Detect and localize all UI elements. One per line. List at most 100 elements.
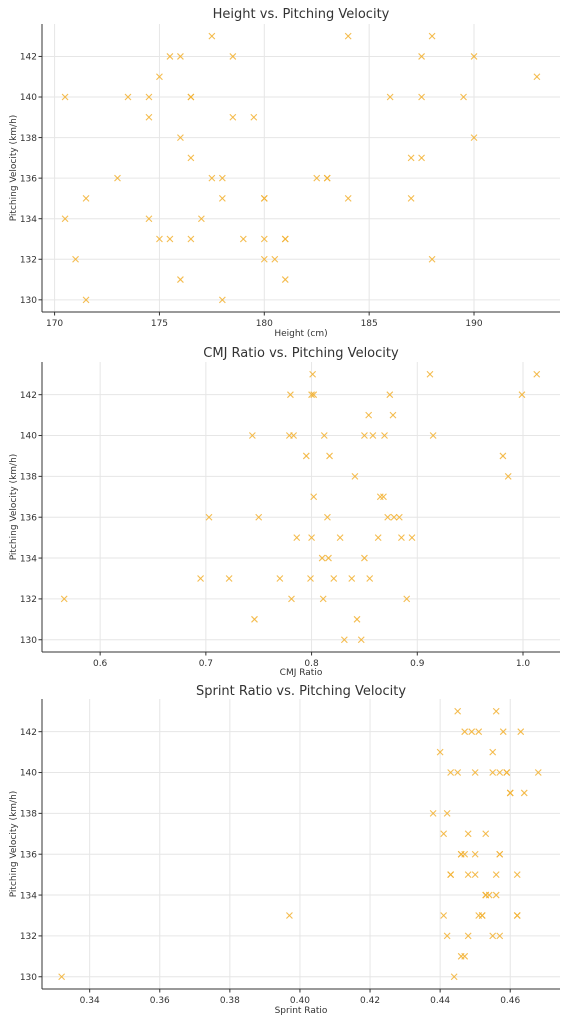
height-data-point-28 xyxy=(229,113,237,121)
height-data-point-38 xyxy=(281,276,289,283)
sprint-data-point-7 xyxy=(443,809,451,817)
cmj-data-point-40 xyxy=(380,493,387,501)
height-data-point-32 xyxy=(260,195,268,202)
height-data-point-12 xyxy=(166,53,174,60)
height-data-point-1 xyxy=(61,215,69,223)
height-data-point-29 xyxy=(239,235,247,243)
cmj-data-point-37 xyxy=(369,432,377,439)
sprint-y-axis-label: Pitching Velocity (km/h) xyxy=(9,791,19,898)
cmj-y-axis-label: Pitching Velocity (km/h) xyxy=(9,454,19,561)
cmj-y-tick-label-1: 132 xyxy=(20,595,37,605)
sprint-data-point-39 xyxy=(492,871,500,879)
cmj-y-tick-label-4: 138 xyxy=(20,473,37,483)
sprint-data-point-1 xyxy=(286,912,293,919)
cmj-data-point-28 xyxy=(340,636,348,644)
height-data-point-2 xyxy=(72,255,79,263)
sprint-data-point-49 xyxy=(506,789,514,797)
height-data-point-10 xyxy=(156,73,163,81)
height-x-axis-label: Height (cm) xyxy=(274,329,327,339)
cmj-data-point-7 xyxy=(276,575,284,582)
sprint-data-point-43 xyxy=(496,769,504,776)
cmj-data-point-14 xyxy=(307,575,314,582)
height-data-point-51 xyxy=(428,255,436,263)
height-data-point-42 xyxy=(344,32,352,40)
height-data-point-33 xyxy=(260,235,268,243)
height-y-tick-label-4: 138 xyxy=(20,134,37,144)
panel-cmj: 0.6 0.7 0.8 0.9 1.0 130 132 134 136 138 140 142 CMJ … xyxy=(9,346,560,678)
sprint-x-tick-label-0: 0.34 xyxy=(80,996,100,1006)
sprint-data-point-21 xyxy=(464,830,472,838)
height-data-point-4 xyxy=(82,296,90,304)
sprint-y-tick-label-2: 134 xyxy=(20,891,37,901)
sprint-data-point-19 xyxy=(461,850,469,858)
cmj-data-point-16 xyxy=(308,391,315,399)
sprint-data-point-47 xyxy=(503,769,511,776)
sprint-x-tick-label-5: 0.44 xyxy=(430,996,450,1006)
sprint-x-tick-label-6: 0.46 xyxy=(500,996,520,1006)
cmj-data-point-1 xyxy=(197,575,204,582)
cmj-data-point-52 xyxy=(518,391,526,399)
sprint-data-point-35 xyxy=(489,769,497,776)
cmj-data-point-35 xyxy=(365,411,373,419)
cmj-data-point-11 xyxy=(290,432,297,439)
height-data-point-19 xyxy=(187,154,195,162)
height-x-tick-label-3: 185 xyxy=(361,319,378,329)
height-data-point-5 xyxy=(114,174,121,182)
height-data-point-16 xyxy=(177,276,184,283)
cmj-x-tick-label-0: 0.6 xyxy=(93,659,108,669)
cmj-data-point-36 xyxy=(366,575,374,582)
height-data-point-21 xyxy=(197,215,205,223)
height-data-point-54 xyxy=(470,134,478,141)
height-data-point-41 xyxy=(323,174,331,182)
cmj-data-point-25 xyxy=(326,452,333,460)
sprint-data-point-11 xyxy=(450,973,458,981)
sprint-data-point-54 xyxy=(520,789,528,797)
sprint-data-point-20 xyxy=(464,932,472,940)
height-data-point-24 xyxy=(218,174,226,182)
height-data-point-27 xyxy=(229,53,237,60)
sprint-data-point-6 xyxy=(443,932,451,940)
cmj-chart-title: CMJ Ratio vs. Pitching Velocity xyxy=(203,346,399,361)
height-data-point-55 xyxy=(533,73,541,81)
cmj-x-tick-label-1: 0.7 xyxy=(199,659,213,669)
height-y-tick-label-1: 132 xyxy=(20,255,37,265)
cmj-data-point-54 xyxy=(504,472,512,480)
height-data-point-25 xyxy=(218,195,226,202)
cmj-data-point-21 xyxy=(319,595,327,603)
cmj-data-point-15 xyxy=(308,534,315,542)
cmj-data-point-34 xyxy=(361,554,368,562)
height-data-point-26 xyxy=(218,296,226,304)
height-y-tick-label-5: 140 xyxy=(20,93,37,103)
height-data-point-22 xyxy=(208,32,216,40)
height-x-tick-label-0: 170 xyxy=(46,319,63,329)
cmj-data-point-44 xyxy=(389,411,397,419)
sprint-data-point-24 xyxy=(471,769,479,776)
sprint-y-tick-label-4: 138 xyxy=(20,810,37,820)
height-data-point-13 xyxy=(166,235,174,243)
sprint-data-point-0 xyxy=(58,973,66,981)
cmj-data-point-29 xyxy=(348,575,356,582)
cmj-data-point-22 xyxy=(320,432,328,439)
height-data-point-37 xyxy=(281,235,289,243)
cmj-data-point-3 xyxy=(225,575,233,582)
height-data-point-20 xyxy=(187,235,195,243)
cmj-y-tick-label-2: 134 xyxy=(20,554,37,564)
sprint-x-tick-label-3: 0.40 xyxy=(290,996,310,1006)
sprint-data-point-42 xyxy=(496,850,504,858)
height-y-tick-label-0: 130 xyxy=(20,296,37,306)
sprint-data-point-17 xyxy=(461,952,469,960)
height-y-axis-label: Pitching Velocity (km/h) xyxy=(9,115,19,222)
height-x-tick-label-4: 190 xyxy=(465,319,482,329)
sprint-data-point-34 xyxy=(485,891,493,899)
cmj-data-point-39 xyxy=(376,493,384,501)
height-y-tick-label-3: 136 xyxy=(20,174,37,184)
height-data-point-52 xyxy=(460,93,467,101)
sprint-data-point-12 xyxy=(454,769,462,776)
cmj-data-point-33 xyxy=(361,432,368,439)
cmj-data-point-53 xyxy=(499,452,507,460)
cmj-data-point-12 xyxy=(293,534,301,542)
height-data-point-23 xyxy=(208,174,216,182)
sprint-x-tick-label-1: 0.36 xyxy=(150,996,170,1006)
height-data-point-34 xyxy=(260,255,268,263)
